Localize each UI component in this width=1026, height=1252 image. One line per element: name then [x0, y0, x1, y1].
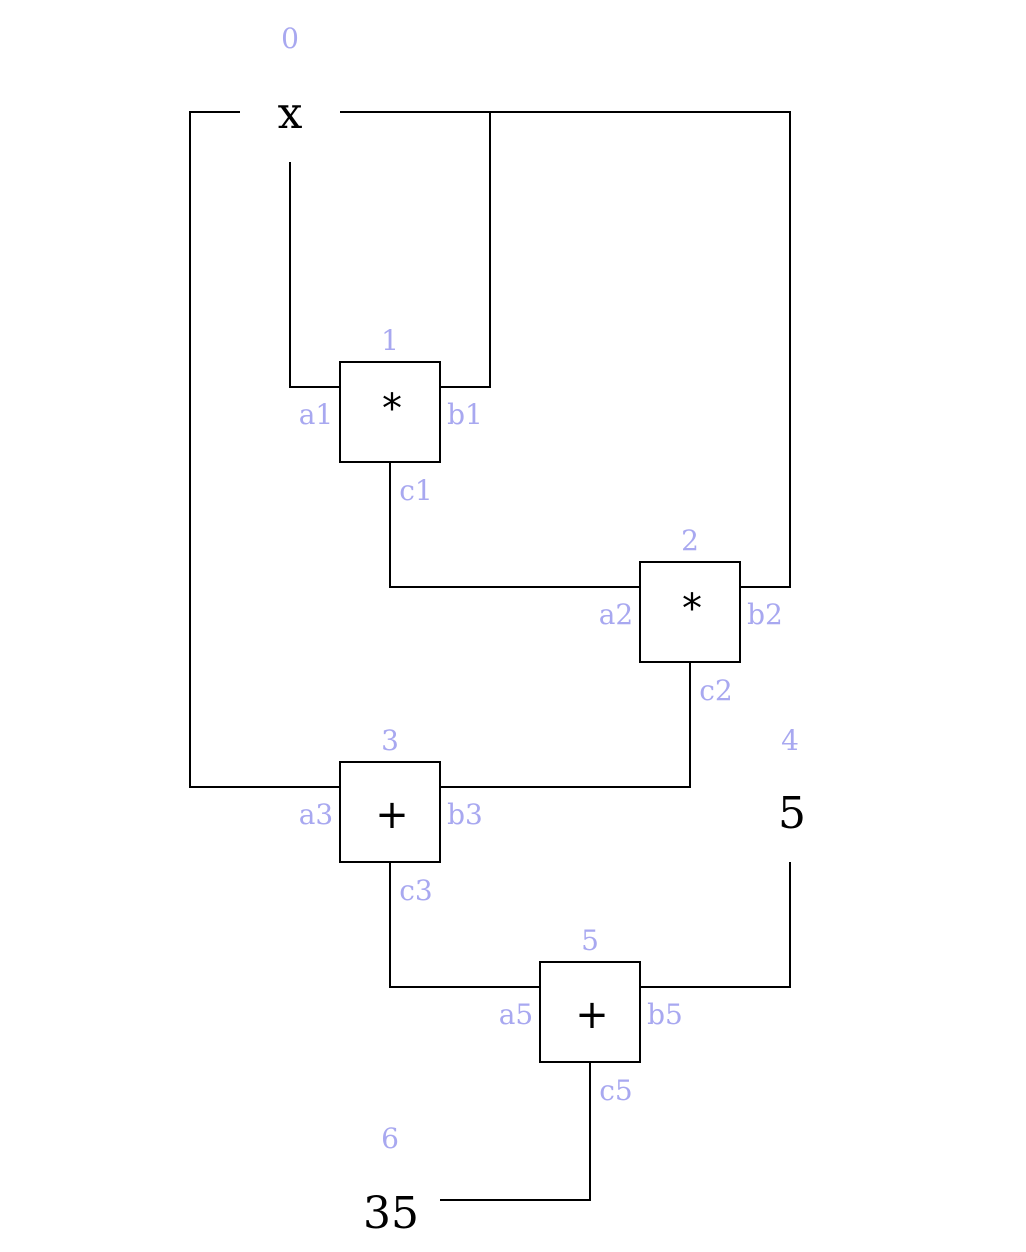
port-label-a: a3 [299, 798, 334, 831]
gate-box [339, 361, 441, 463]
gate-index-label: 2 [681, 524, 699, 557]
gate-box [339, 761, 441, 863]
port-label-c: c2 [699, 674, 733, 707]
port-label-a: a5 [499, 998, 534, 1031]
gate-box [639, 561, 741, 663]
wire-x-to-b2 [490, 111, 791, 588]
wire-x-to-a1 [289, 162, 340, 388]
gate-index-label: 1 [381, 324, 399, 357]
wire-c3-to-a5 [389, 862, 540, 988]
node-value: 35 [363, 1188, 419, 1239]
port-label-c: c5 [599, 1074, 633, 1107]
wire-x-to-a3 [189, 111, 340, 788]
port-label-a: a1 [299, 398, 334, 431]
node-value: 5 [778, 788, 806, 839]
constant-node-5: 4 5 [778, 724, 806, 839]
port-label-b: b2 [747, 598, 783, 631]
gate-5-add: + 5 a5 b5 c5 [499, 924, 683, 1107]
operator-symbol: * [682, 586, 702, 632]
node-value: x [278, 88, 303, 139]
gate-box [539, 961, 641, 1063]
input-node-x: 0 x [278, 22, 303, 139]
node-index-label: 0 [281, 22, 299, 55]
wires [189, 111, 791, 1201]
operator-symbol: + [575, 992, 609, 1038]
gate-index-label: 5 [581, 924, 599, 957]
gate-1-multiply: * 1 a1 b1 c1 [299, 324, 483, 507]
operator-symbol: * [382, 386, 402, 432]
node-index-label: 6 [381, 1122, 399, 1155]
wire-c1-to-a2 [389, 462, 640, 588]
wire-c5-to-output [440, 1062, 591, 1201]
wire-c2-to-b3 [440, 662, 691, 788]
gate-3-add: + 3 a3 b3 c3 [299, 724, 483, 907]
output-node-35: 6 35 [363, 1122, 419, 1239]
port-label-b: b5 [647, 998, 683, 1031]
gate-index-label: 3 [381, 724, 399, 757]
port-label-a: a2 [599, 598, 634, 631]
port-label-b: b1 [447, 398, 483, 431]
gate-2-multiply: * 2 a2 b2 c2 [599, 524, 783, 707]
wire-5-to-b5 [640, 862, 791, 988]
port-label-c: c3 [399, 874, 433, 907]
operator-symbol: + [375, 792, 409, 838]
node-index-label: 4 [781, 724, 799, 757]
wire-x-to-b1 [340, 111, 491, 388]
port-label-b: b3 [447, 798, 483, 831]
port-label-c: c1 [399, 474, 433, 507]
